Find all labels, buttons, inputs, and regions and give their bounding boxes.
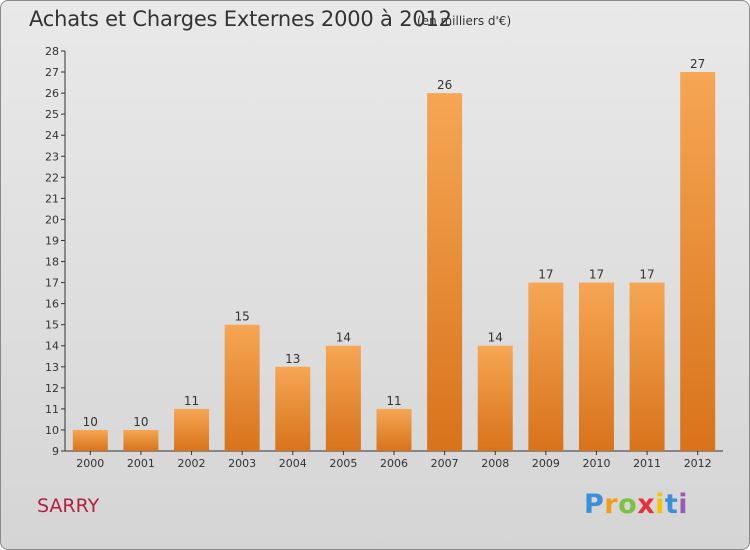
- y-tick-label: 28: [45, 45, 59, 58]
- commune-name: SARRY: [37, 495, 100, 517]
- y-tick-label: 26: [45, 87, 59, 100]
- bar-2012: [680, 72, 716, 451]
- data-label: 17: [639, 268, 654, 282]
- y-tick-label: 15: [45, 319, 59, 332]
- logo-letter: i: [655, 489, 665, 520]
- y-tick-label: 14: [45, 340, 59, 353]
- x-tick-label: 2012: [684, 457, 712, 470]
- y-tick-label: 9: [52, 445, 59, 458]
- bar-2001: [123, 429, 159, 451]
- x-tick-label: 2002: [178, 457, 206, 470]
- data-label: 14: [336, 331, 351, 345]
- data-label: 13: [285, 352, 300, 366]
- chart-title: Achats et Charges Externes 2000 à 2012: [29, 7, 452, 31]
- x-tick-label: 2001: [127, 457, 155, 470]
- proxiti-logo[interactable]: Proxiti: [584, 489, 688, 520]
- bar-2011: [629, 282, 665, 451]
- bar-2005: [325, 345, 361, 451]
- logo-letter: t: [664, 489, 679, 520]
- x-tick-label: 2008: [481, 457, 509, 470]
- data-label: 10: [83, 415, 98, 429]
- y-tick-label: 11: [45, 403, 59, 416]
- x-tick-label: 2009: [532, 457, 560, 470]
- bar-2002: [174, 408, 210, 451]
- y-tick-label: 27: [45, 66, 59, 79]
- data-label: 11: [386, 394, 401, 408]
- data-label: 15: [235, 310, 250, 324]
- y-tick-label: 22: [45, 171, 59, 184]
- bar-2004: [275, 366, 311, 451]
- data-label: 27: [690, 57, 705, 71]
- y-tick-label: 24: [45, 129, 59, 142]
- y-tick-label: 12: [45, 382, 59, 395]
- bar-2007: [427, 93, 463, 452]
- x-tick-label: 2004: [279, 457, 307, 470]
- bar-2003: [224, 324, 260, 451]
- logo-letter: o: [618, 489, 638, 520]
- bar-2008: [477, 345, 513, 451]
- bar-2006: [376, 408, 412, 451]
- logo-letter: P: [584, 489, 605, 520]
- data-label: 11: [184, 394, 199, 408]
- x-tick-label: 2011: [633, 457, 661, 470]
- y-tick-label: 20: [45, 213, 59, 226]
- data-label: 10: [133, 415, 148, 429]
- y-tick-label: 16: [45, 298, 59, 311]
- y-tick-label: 23: [45, 150, 59, 163]
- y-tick-label: 19: [45, 234, 59, 247]
- data-label: 14: [488, 331, 503, 345]
- data-label: 17: [538, 268, 553, 282]
- x-tick-label: 2000: [76, 457, 104, 470]
- x-tick-label: 2010: [582, 457, 610, 470]
- logo-letter: i: [678, 489, 689, 520]
- x-tick-label: 2003: [228, 457, 256, 470]
- x-tick-label: 2007: [431, 457, 459, 470]
- logo-letter: r: [604, 489, 619, 520]
- bar-2000: [72, 429, 108, 451]
- bar-2009: [528, 282, 564, 451]
- x-tick-label: 2005: [329, 457, 357, 470]
- bar-2010: [578, 282, 614, 451]
- y-tick-label: 10: [45, 424, 59, 437]
- x-tick-label: 2006: [380, 457, 408, 470]
- y-tick-label: 13: [45, 361, 59, 374]
- data-label: 26: [437, 78, 452, 92]
- y-tick-label: 17: [45, 277, 59, 290]
- y-tick-label: 18: [45, 256, 59, 269]
- y-tick-label: 25: [45, 108, 59, 121]
- logo-letter: x: [637, 489, 656, 520]
- data-label: 17: [589, 268, 604, 282]
- chart-unit: (en milliers d'€): [417, 14, 512, 28]
- y-tick-label: 21: [45, 192, 59, 205]
